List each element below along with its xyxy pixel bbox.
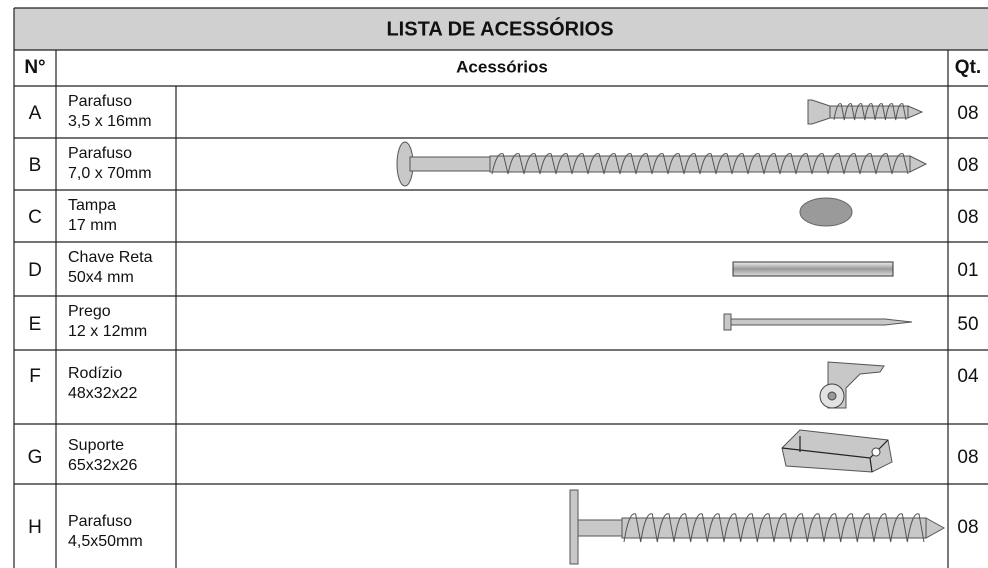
- item-name: Parafuso: [68, 513, 132, 530]
- screw-tip: [925, 517, 946, 539]
- item-id: A: [29, 103, 42, 124]
- title-bg: [14, 8, 988, 50]
- thread: [491, 153, 909, 175]
- item-name: Parafuso: [68, 145, 132, 162]
- item-id: C: [28, 207, 42, 228]
- support: [781, 429, 893, 473]
- item-size: 17 mm: [68, 217, 117, 234]
- item-qty: 08: [957, 447, 978, 468]
- support-hole: [871, 447, 881, 457]
- item-size: 7,0 x 70mm: [68, 165, 152, 182]
- item-qty: 08: [957, 207, 978, 228]
- screw-shaft: [621, 517, 927, 539]
- support-edge: [781, 436, 889, 473]
- thread: [833, 103, 907, 121]
- item-id: B: [29, 155, 42, 176]
- item-name: Prego: [68, 303, 111, 320]
- item-id: G: [28, 447, 43, 468]
- screw-tip: [909, 155, 928, 173]
- item-id: F: [29, 366, 41, 387]
- item-qty: 08: [957, 103, 978, 124]
- screw-shaft: [409, 156, 491, 172]
- item-id: H: [28, 517, 42, 538]
- item-name: Rodízio: [68, 365, 122, 382]
- item-size: 65x32x26: [68, 457, 137, 474]
- screw-head: [569, 489, 579, 565]
- nail-shaft: [730, 318, 913, 326]
- item-qty: 08: [957, 155, 978, 176]
- item-qty: 04: [957, 366, 979, 387]
- caster-axle: [827, 391, 837, 401]
- item-qty: 50: [957, 314, 978, 335]
- screw-tip: [907, 105, 924, 119]
- col-header: Qt.: [955, 57, 981, 78]
- thread: [623, 513, 925, 543]
- item-name: Tampa: [68, 197, 116, 214]
- item-qty: 08: [957, 517, 978, 538]
- screw-head: [807, 99, 831, 125]
- screw-shaft: [577, 519, 623, 537]
- item-id: D: [28, 260, 42, 281]
- grid: [13, 7, 988, 568]
- item-id: E: [29, 314, 42, 335]
- item-size: 48x32x22: [68, 385, 137, 402]
- cap: [799, 197, 853, 227]
- illustrations: [396, 99, 946, 565]
- item-size: 12 x 12mm: [68, 323, 147, 340]
- item-size: 3,5 x 16mm: [68, 113, 152, 130]
- item-qty: 01: [957, 260, 978, 281]
- nail-head: [723, 313, 732, 331]
- item-name: Chave Reta: [68, 249, 153, 266]
- item-size: 4,5x50mm: [68, 533, 143, 550]
- col-header: Acessórios: [456, 57, 548, 76]
- item-name: Parafuso: [68, 93, 132, 110]
- col-header: N°: [24, 57, 45, 78]
- screwdriver: [732, 261, 894, 277]
- item-name: Suporte: [68, 437, 124, 454]
- item-size: 50x4 mm: [68, 269, 134, 286]
- title: LISTA DE ACESSÓRIOS: [386, 16, 613, 40]
